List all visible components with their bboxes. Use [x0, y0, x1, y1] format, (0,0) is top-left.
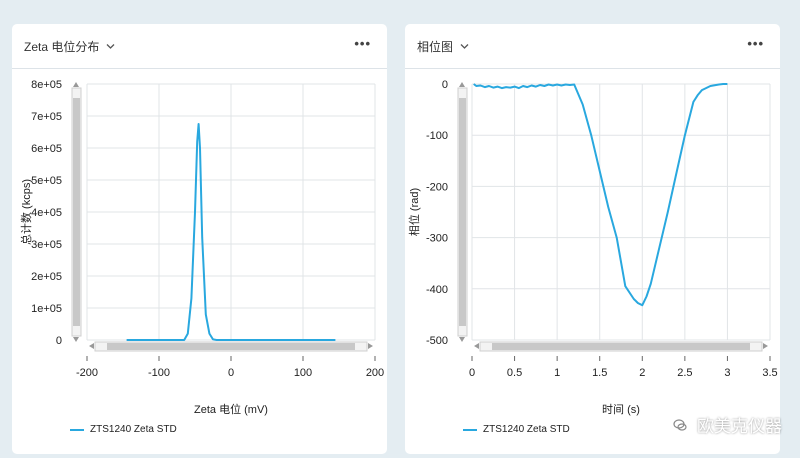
x-axis-title: 时间 (s) — [602, 403, 640, 416]
y-tick-label: 4e+05 — [31, 207, 62, 219]
scroll-down-arrow-icon — [459, 337, 465, 342]
y-tick-label: 6e+05 — [31, 143, 62, 155]
scroll-up-arrow-icon — [459, 82, 465, 87]
chart-title-dropdown[interactable]: 相位图 — [417, 38, 470, 55]
phase-plot-panel: 相位图 ••• 0 0.5 1 1.5 2 2.5 3 3.5 0 -100 -200 -300 -40… — [405, 24, 780, 454]
panel-header: 相位图 ••• — [405, 24, 780, 69]
y-axis-title: 相位 (rad) — [407, 188, 421, 236]
scroll-right-arrow-icon — [763, 343, 768, 349]
more-icon[interactable]: ••• — [747, 36, 764, 51]
horizontal-scrollbar-thumb — [107, 343, 355, 350]
x-axis-title: Zeta 电位 (mV) — [194, 402, 268, 416]
y-tick-label: -200 — [426, 181, 448, 193]
chart-legend: ZTS1240 Zeta STD — [70, 424, 177, 435]
vertical-scrollbar-thumb — [459, 98, 466, 326]
panel-header: Zeta 电位分布 ••• — [12, 24, 387, 69]
y-tick-label: 8e+05 — [31, 79, 62, 91]
x-tick-label: 1 — [554, 367, 560, 379]
chevron-down-icon — [460, 44, 469, 49]
legend-label: ZTS1240 Zeta STD — [90, 424, 177, 435]
x-tick-label: 0 — [469, 367, 475, 379]
y-tick-label: 3e+05 — [31, 239, 62, 251]
legend-line-icon — [70, 428, 84, 431]
y-tick-label: -300 — [426, 233, 448, 245]
horizontal-scrollbar-thumb — [492, 343, 750, 350]
y-tick-label: -100 — [426, 130, 448, 142]
chart-title: Zeta 电位分布 — [24, 40, 100, 54]
phase-plot-chart: 0 0.5 1 1.5 2 2.5 3 3.5 0 -100 -200 -300 -400 -500 时间 … — [407, 79, 778, 416]
watermark-text: 欧美克仪器 — [697, 417, 782, 436]
x-tick-label: 3 — [724, 367, 730, 379]
chevron-down-icon — [106, 44, 115, 49]
scroll-up-arrow-icon — [73, 82, 79, 87]
zeta-potential-panel: Zeta 电位分布 ••• -200 -100 0 100 200 0 1e+05 2e+05… — [12, 24, 387, 454]
chart-legend: ZTS1240 Zeta STD — [463, 424, 570, 435]
scroll-right-arrow-icon — [368, 343, 373, 349]
y-tick-label: 1e+05 — [31, 303, 62, 315]
x-tick-label: -200 — [76, 367, 98, 379]
y-tick-label: 7e+05 — [31, 111, 62, 123]
wechat-icon — [669, 413, 691, 436]
x-tick-label: 200 — [366, 367, 384, 379]
vertical-scrollbar-thumb — [73, 98, 80, 326]
more-icon[interactable]: ••• — [354, 36, 371, 51]
y-tick-label: 0 — [56, 335, 62, 347]
x-tick-label: 0 — [228, 367, 234, 379]
y-tick-label: -400 — [426, 284, 448, 296]
chart-title: 相位图 — [417, 40, 454, 54]
scroll-left-arrow-icon — [89, 343, 94, 349]
x-tick-label: 3.5 — [762, 367, 777, 379]
series-line — [126, 123, 336, 341]
watermark: 欧美克仪器 — [669, 412, 782, 437]
y-tick-label: 0 — [442, 79, 448, 91]
zeta-potential-chart: -200 -100 0 100 200 0 1e+05 2e+05 3e+05 4e+05 5e+0… — [19, 79, 384, 416]
x-tick-label: 100 — [294, 367, 312, 379]
y-tick-label: -500 — [426, 335, 448, 347]
legend-label: ZTS1240 Zeta STD — [483, 424, 570, 435]
chart-title-dropdown[interactable]: Zeta 电位分布 — [24, 38, 116, 55]
series-line — [473, 83, 728, 307]
y-tick-label: 5e+05 — [31, 175, 62, 187]
y-axis-title: 总计数 (kcps) — [19, 179, 33, 245]
x-tick-label: 2 — [639, 367, 645, 379]
legend-line-icon — [463, 428, 477, 431]
x-tick-label: 1.5 — [592, 367, 607, 379]
x-tick-label: -100 — [148, 367, 170, 379]
scroll-down-arrow-icon — [73, 337, 79, 342]
scroll-left-arrow-icon — [474, 343, 479, 349]
x-tick-label: 2.5 — [677, 367, 692, 379]
y-tick-label: 2e+05 — [31, 271, 62, 283]
x-tick-label: 0.5 — [507, 367, 522, 379]
